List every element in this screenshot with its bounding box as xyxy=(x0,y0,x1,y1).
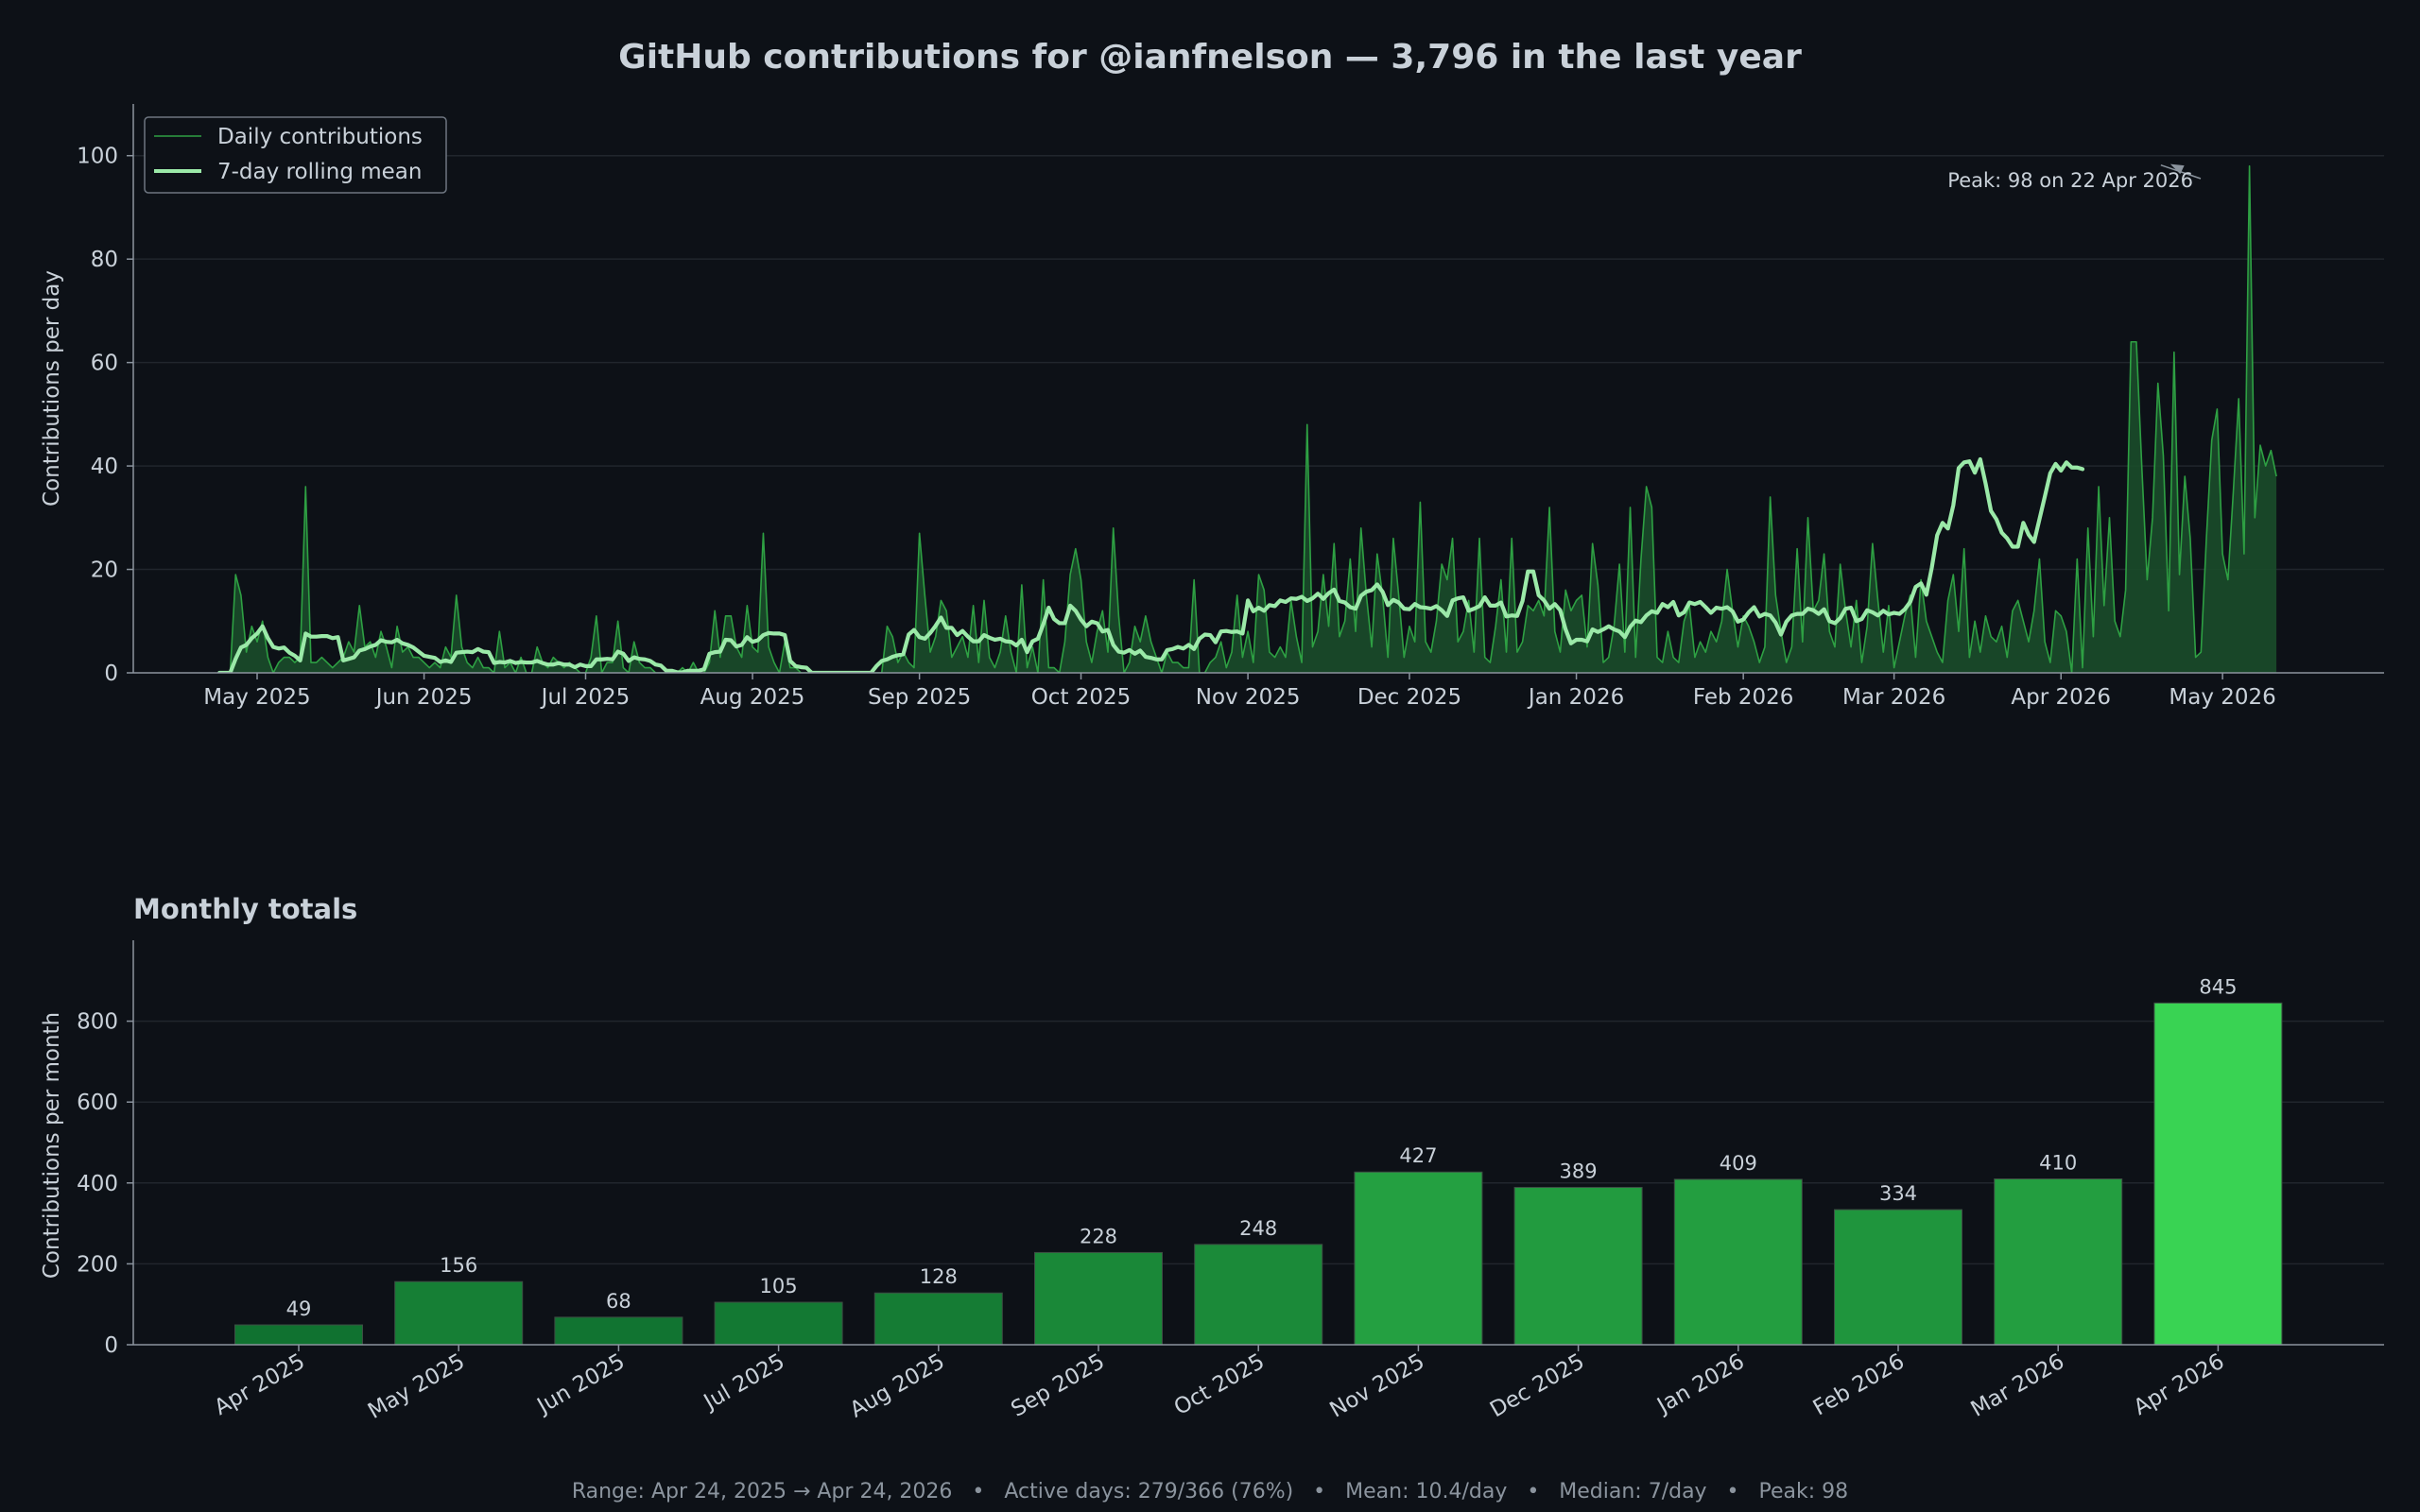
daily-ytick-label-0: 0 xyxy=(104,662,118,686)
legend-daily-label: Daily contributions xyxy=(217,125,423,149)
summary-footer: Range: Apr 24, 2025 → Apr 24, 2026 • Act… xyxy=(571,1480,1849,1503)
monthly-bar-10 xyxy=(1834,1209,1962,1346)
peak-annotation-label: Peak: 98 on 22 Apr 2026 xyxy=(1947,169,2193,192)
daily-xtick-label-5: Oct 2025 xyxy=(1031,685,1132,710)
daily-xtick-label-11: Apr 2026 xyxy=(2011,685,2111,710)
monthly-xtick-label-5: Sep 2025 xyxy=(1007,1349,1109,1422)
monthly-bar-value-5: 228 xyxy=(1080,1225,1117,1247)
monthly-bar-value-6: 248 xyxy=(1239,1217,1277,1240)
daily-xtick-label-0: May 2025 xyxy=(203,685,310,710)
daily-xtick-label-7: Dec 2025 xyxy=(1357,685,1461,710)
monthly-bar-value-2: 68 xyxy=(606,1290,631,1313)
monthly-bar-12 xyxy=(2153,1002,2283,1346)
peak-annotation: Peak: 98 on 22 Apr 2026 xyxy=(1947,163,2202,192)
daily-contributions-line xyxy=(219,164,2277,673)
monthly-xtick-label-12: Apr 2026 xyxy=(2130,1349,2228,1420)
monthly-bar-value-4: 128 xyxy=(920,1265,958,1288)
daily-xtick-label-3: Aug 2025 xyxy=(700,685,805,710)
monthly-bar-value-7: 427 xyxy=(1399,1144,1437,1167)
monthly-bar-0 xyxy=(234,1324,363,1346)
monthly-bar-value-0: 49 xyxy=(286,1297,312,1320)
monthly-bar-value-1: 156 xyxy=(440,1254,477,1277)
monthly-bar-2 xyxy=(554,1316,683,1346)
monthly-title: Monthly totals xyxy=(133,893,357,925)
monthly-bars: 49 156 68 105 128 228 248 427 389 409 334 410 845 xyxy=(234,975,2283,1346)
daily-xtick-label-10: Mar 2026 xyxy=(1842,685,1945,710)
monthly-xtick-label-8: Dec 2025 xyxy=(1486,1349,1589,1423)
monthly-bar-11 xyxy=(1994,1178,2123,1346)
daily-y-axis-label: Contributions per day xyxy=(40,270,64,507)
peak-arrow-head xyxy=(2169,163,2185,175)
monthly-bar-5 xyxy=(1034,1251,1163,1346)
daily-ytick-label-3: 60 xyxy=(91,352,118,376)
daily-area xyxy=(217,164,2277,673)
monthly-xtick-label-9: Jan 2026 xyxy=(1651,1349,1748,1419)
monthly-xtick-label-7: Nov 2025 xyxy=(1326,1349,1429,1423)
monthly-ytick-label-4: 800 xyxy=(77,1010,118,1035)
monthly-bar-3 xyxy=(714,1301,843,1346)
daily-xtick-label-8: Jan 2026 xyxy=(1527,685,1624,710)
daily-ytick-label-2: 40 xyxy=(91,455,118,479)
monthly-bar-8 xyxy=(1513,1187,1643,1346)
daily-xtick-label-9: Feb 2026 xyxy=(1693,685,1794,710)
monthly-xtick-label-4: Aug 2025 xyxy=(846,1349,949,1423)
monthly-bar-4 xyxy=(873,1292,1003,1346)
daily-area-fill xyxy=(219,165,2277,673)
monthly-xtick-label-11: Mar 2026 xyxy=(1967,1349,2069,1422)
monthly-bar-value-9: 409 xyxy=(1720,1152,1757,1175)
daily-ytick-label-5: 100 xyxy=(77,145,118,169)
daily-xtick-label-1: Jun 2025 xyxy=(374,685,473,710)
daily-xtick-label-4: Sep 2025 xyxy=(868,685,971,710)
monthly-xtick-label-6: Oct 2025 xyxy=(1170,1349,1269,1420)
monthly-bar-value-12: 845 xyxy=(2199,975,2237,998)
monthly-xtick-label-1: May 2025 xyxy=(364,1349,469,1424)
monthly-ytick-label-1: 200 xyxy=(77,1252,118,1277)
monthly-ytick-label-3: 600 xyxy=(77,1091,118,1115)
daily-xtick-label-12: May 2026 xyxy=(2169,685,2275,710)
monthly-ytick-label-2: 400 xyxy=(77,1172,118,1196)
daily-xtick-label-2: Jul 2025 xyxy=(540,685,631,710)
monthly-bar-value-8: 389 xyxy=(1560,1160,1598,1183)
monthly-xtick-label-2: Jun 2025 xyxy=(532,1349,630,1419)
monthly-y-axis-label: Contributions per month xyxy=(40,1012,64,1279)
monthly-bar-9 xyxy=(1673,1178,1803,1346)
legend: Daily contributions 7-day rolling mean xyxy=(144,116,447,194)
monthly-xtick-label-10: Feb 2026 xyxy=(1809,1349,1909,1421)
monthly-bar-value-10: 334 xyxy=(1879,1182,1917,1205)
legend-rolling-label: 7-day rolling mean xyxy=(217,160,422,184)
monthly-bar-value-11: 410 xyxy=(2039,1152,2077,1175)
monthly-bar-6 xyxy=(1194,1244,1323,1346)
legend-box xyxy=(144,116,447,194)
monthly-ytick-label-0: 0 xyxy=(104,1333,118,1358)
daily-ytick-label-4: 80 xyxy=(91,248,118,272)
monthly-bar-7 xyxy=(1354,1171,1483,1346)
page-title: GitHub contributions for @ianfnelson — 3… xyxy=(618,38,1802,77)
daily-grid xyxy=(133,154,2384,571)
monthly-xtick-label-3: Jul 2025 xyxy=(699,1349,789,1416)
monthly-xtick-label-0: Apr 2025 xyxy=(211,1349,309,1420)
rolling-mean-line xyxy=(217,456,2085,673)
daily-axes: 0 20 40 60 80 100 May 2025 Jun 2025 Jul 2025 Aug … xyxy=(77,104,2384,710)
daily-xtick-label-6: Nov 2025 xyxy=(1196,685,1301,710)
monthly-bar-1 xyxy=(394,1280,524,1346)
monthly-bar-value-3: 105 xyxy=(760,1275,798,1297)
daily-ytick-label-1: 20 xyxy=(91,558,118,583)
